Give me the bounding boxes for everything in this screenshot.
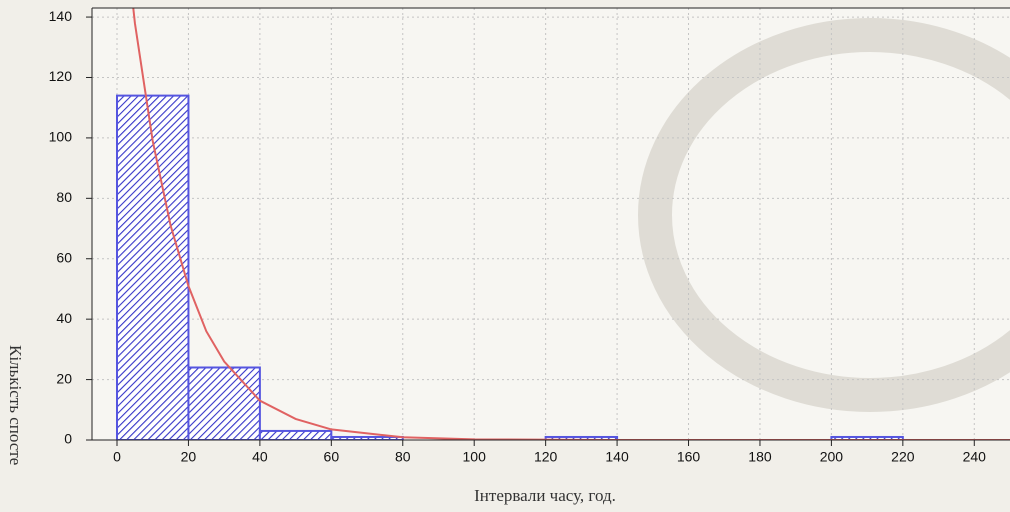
x-tick-label: 40 bbox=[252, 449, 268, 465]
x-tick-label: 60 bbox=[324, 449, 340, 465]
x-tick-label: 20 bbox=[181, 449, 197, 465]
y-tick-label: 80 bbox=[56, 189, 72, 205]
chart: Інтервали часу, год. Кількість спосте 0 2… bbox=[0, 0, 1010, 512]
y-tick-label: 60 bbox=[56, 249, 72, 265]
x-tick-label: 180 bbox=[748, 449, 772, 465]
y-tick-label: 0 bbox=[64, 431, 72, 447]
x-tick-label: 100 bbox=[463, 449, 487, 465]
x-tick-label: 220 bbox=[891, 449, 915, 465]
y-axis-label: Кількість спосте bbox=[6, 345, 25, 465]
y-tick-label: 20 bbox=[56, 370, 72, 386]
y-tick-label: 120 bbox=[49, 68, 73, 84]
page: {"chart_data": {"type": "histogram", "bi… bbox=[0, 0, 1010, 512]
x-tick-label: 240 bbox=[963, 449, 987, 465]
y-tick-label: 140 bbox=[49, 8, 73, 24]
y-tick-label: 40 bbox=[56, 310, 72, 326]
bar bbox=[260, 431, 331, 440]
x-tick-label: 160 bbox=[677, 449, 701, 465]
x-axis-label: Інтервали часу, год. bbox=[474, 486, 616, 505]
x-tick-label: 140 bbox=[605, 449, 629, 465]
x-tick-label: 80 bbox=[395, 449, 411, 465]
x-tick-label: 200 bbox=[820, 449, 844, 465]
x-tick-label: 120 bbox=[534, 449, 558, 465]
x-tick-label: 0 bbox=[113, 449, 121, 465]
bar bbox=[188, 367, 259, 440]
bar bbox=[117, 96, 188, 440]
y-tick-label: 100 bbox=[49, 129, 73, 145]
